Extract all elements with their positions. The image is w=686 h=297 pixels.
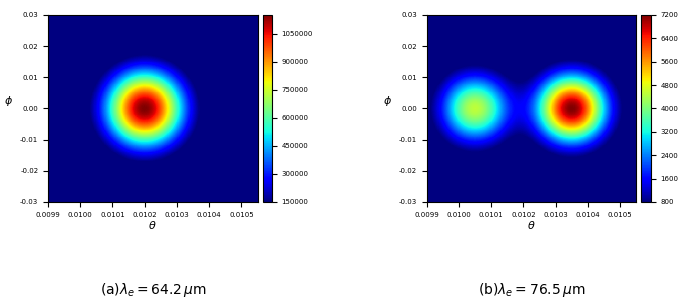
X-axis label: $\theta$: $\theta$ — [148, 219, 157, 231]
Y-axis label: $\phi$: $\phi$ — [383, 94, 392, 108]
Text: (a)$\lambda_e = 64.2 \, \mu$m: (a)$\lambda_e = 64.2 \, \mu$m — [99, 281, 206, 297]
Text: (b)$\lambda_e = 76.5 \, \mu$m: (b)$\lambda_e = 76.5 \, \mu$m — [477, 281, 585, 297]
X-axis label: $\theta$: $\theta$ — [527, 219, 536, 231]
Y-axis label: $\phi$: $\phi$ — [4, 94, 14, 108]
